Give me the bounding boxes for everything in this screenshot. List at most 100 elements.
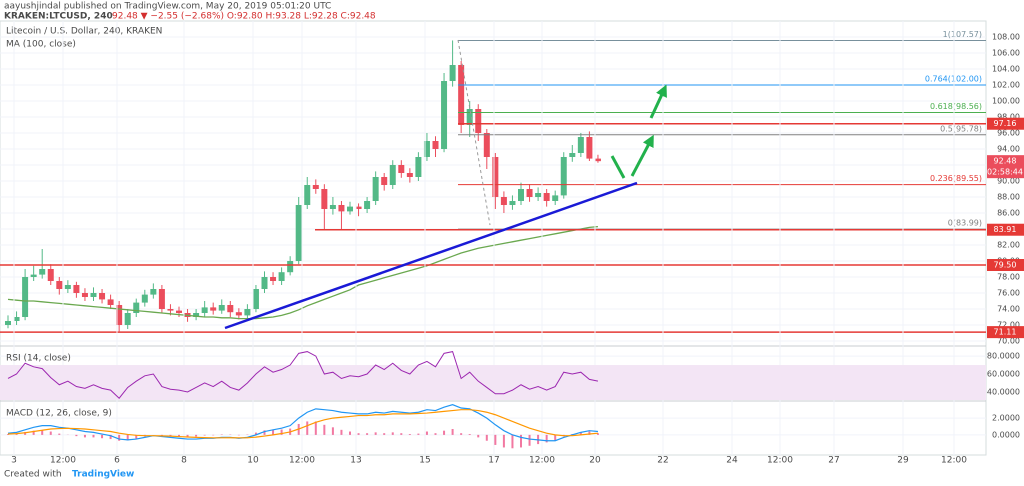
candle-body	[423, 141, 430, 157]
x-tick-label: 17	[488, 456, 499, 466]
macd-histogram	[400, 433, 403, 435]
candle-body	[389, 165, 396, 185]
price-box	[987, 326, 1024, 339]
x-tick-label: 29	[897, 456, 909, 466]
macd-line	[7, 404, 599, 442]
fib-label: 0.764(102.00)	[925, 75, 982, 84]
x-tick-label: 10	[247, 456, 259, 466]
indicator-label: MA (100, close)	[6, 40, 76, 50]
last-price-box	[987, 155, 1024, 179]
candle-body	[116, 305, 123, 325]
candle-body	[577, 137, 584, 153]
macd-histogram	[92, 434, 95, 438]
y-tick-label: 100.00	[992, 97, 1020, 106]
candle-body	[492, 157, 499, 197]
x-tick-label: 12:00	[529, 456, 555, 466]
y-tick-label: 82.00	[997, 241, 1020, 250]
pane-title: Litecoin / U.S. Dollar, 240, KRAKEN	[6, 27, 162, 37]
price-box-label: 97.16	[994, 119, 1017, 128]
fib-label: 1(107.57)	[943, 30, 982, 39]
candle-body	[47, 269, 54, 281]
y-tick-label: 102.00	[992, 81, 1020, 90]
x-tick-label: 3	[11, 456, 17, 466]
candle-body	[56, 281, 63, 289]
pane-title: MACD (12, 26, close, 9)	[6, 409, 112, 419]
candle-body	[287, 261, 294, 273]
candle-body	[133, 302, 140, 313]
candle-body	[227, 305, 234, 313]
y-tick-label: 76.00	[997, 289, 1020, 298]
macd-histogram	[596, 433, 599, 435]
path-arrow	[610, 155, 626, 179]
macd-histogram	[349, 431, 351, 435]
candle-body	[30, 274, 37, 277]
candle-body	[193, 313, 200, 317]
macd-histogram	[126, 434, 129, 441]
y-tick-label: 104.00	[992, 65, 1020, 74]
macd-histogram	[494, 434, 497, 445]
macd-histogram	[485, 434, 488, 441]
candle-body	[449, 65, 456, 81]
candle-body	[218, 305, 225, 311]
macd-histogram	[520, 434, 522, 448]
candle-body	[295, 205, 302, 261]
candle-body	[398, 165, 405, 173]
y-tick-label: 98.00	[997, 113, 1020, 122]
drawings	[224, 39, 667, 330]
candle-body	[338, 205, 345, 212]
candle-body	[210, 307, 217, 311]
countdown: 02:58:44	[987, 168, 1023, 177]
ma-line	[7, 225, 599, 320]
candle-body	[381, 177, 388, 185]
candle-body	[150, 289, 157, 295]
trend-line	[224, 181, 638, 330]
macd-histogram	[579, 432, 582, 435]
macd-histogram	[460, 433, 463, 435]
macd-histogram	[263, 430, 266, 435]
macd-histogram	[511, 434, 514, 449]
candle-body	[500, 197, 507, 205]
candle-body	[458, 65, 465, 125]
x-tick-label: 8	[181, 456, 187, 466]
macd-histogram	[374, 432, 377, 435]
macd-histogram	[391, 432, 394, 435]
macd-histogram	[502, 434, 505, 448]
x-tick-label: 12:00	[50, 456, 76, 466]
candle-body	[278, 272, 285, 281]
macd-histogram	[434, 433, 437, 435]
candle-body	[569, 153, 576, 157]
frame	[0, 20, 987, 456]
y-tick-label: 0.0000	[992, 430, 1020, 439]
candle-body	[372, 177, 379, 201]
macd-histogram	[101, 434, 104, 439]
candle-body	[560, 157, 567, 196]
price-box	[987, 223, 1024, 236]
candle-body	[22, 277, 29, 317]
macd-histogram	[186, 434, 189, 437]
candle-body	[201, 307, 208, 313]
footer-text: Created with	[4, 470, 62, 480]
candle-body	[543, 193, 550, 201]
macd-histogram	[588, 431, 591, 435]
x-tick-label: 15	[419, 456, 430, 466]
macd-histogram	[75, 434, 78, 437]
candle-body	[73, 285, 80, 293]
candle-body	[321, 189, 328, 209]
macd-histogram	[417, 433, 420, 435]
y-tick-label: 94.00	[997, 145, 1020, 154]
candle-body	[261, 277, 268, 289]
x-tick-label: 12:00	[941, 456, 967, 466]
macd-histogram	[254, 432, 257, 435]
candle-body	[64, 285, 71, 289]
x-tick-label: 13	[350, 456, 361, 466]
candle-body	[552, 195, 559, 201]
fib-label: 0(83.99)	[948, 219, 982, 228]
candle-body	[81, 293, 88, 297]
rsi-band	[0, 365, 986, 400]
macd-histogram	[443, 430, 446, 435]
fib-label: 0.236(89.55)	[930, 174, 982, 183]
price-box	[987, 117, 1024, 130]
macd-histogram	[408, 434, 411, 435]
macd-histogram	[383, 433, 386, 435]
